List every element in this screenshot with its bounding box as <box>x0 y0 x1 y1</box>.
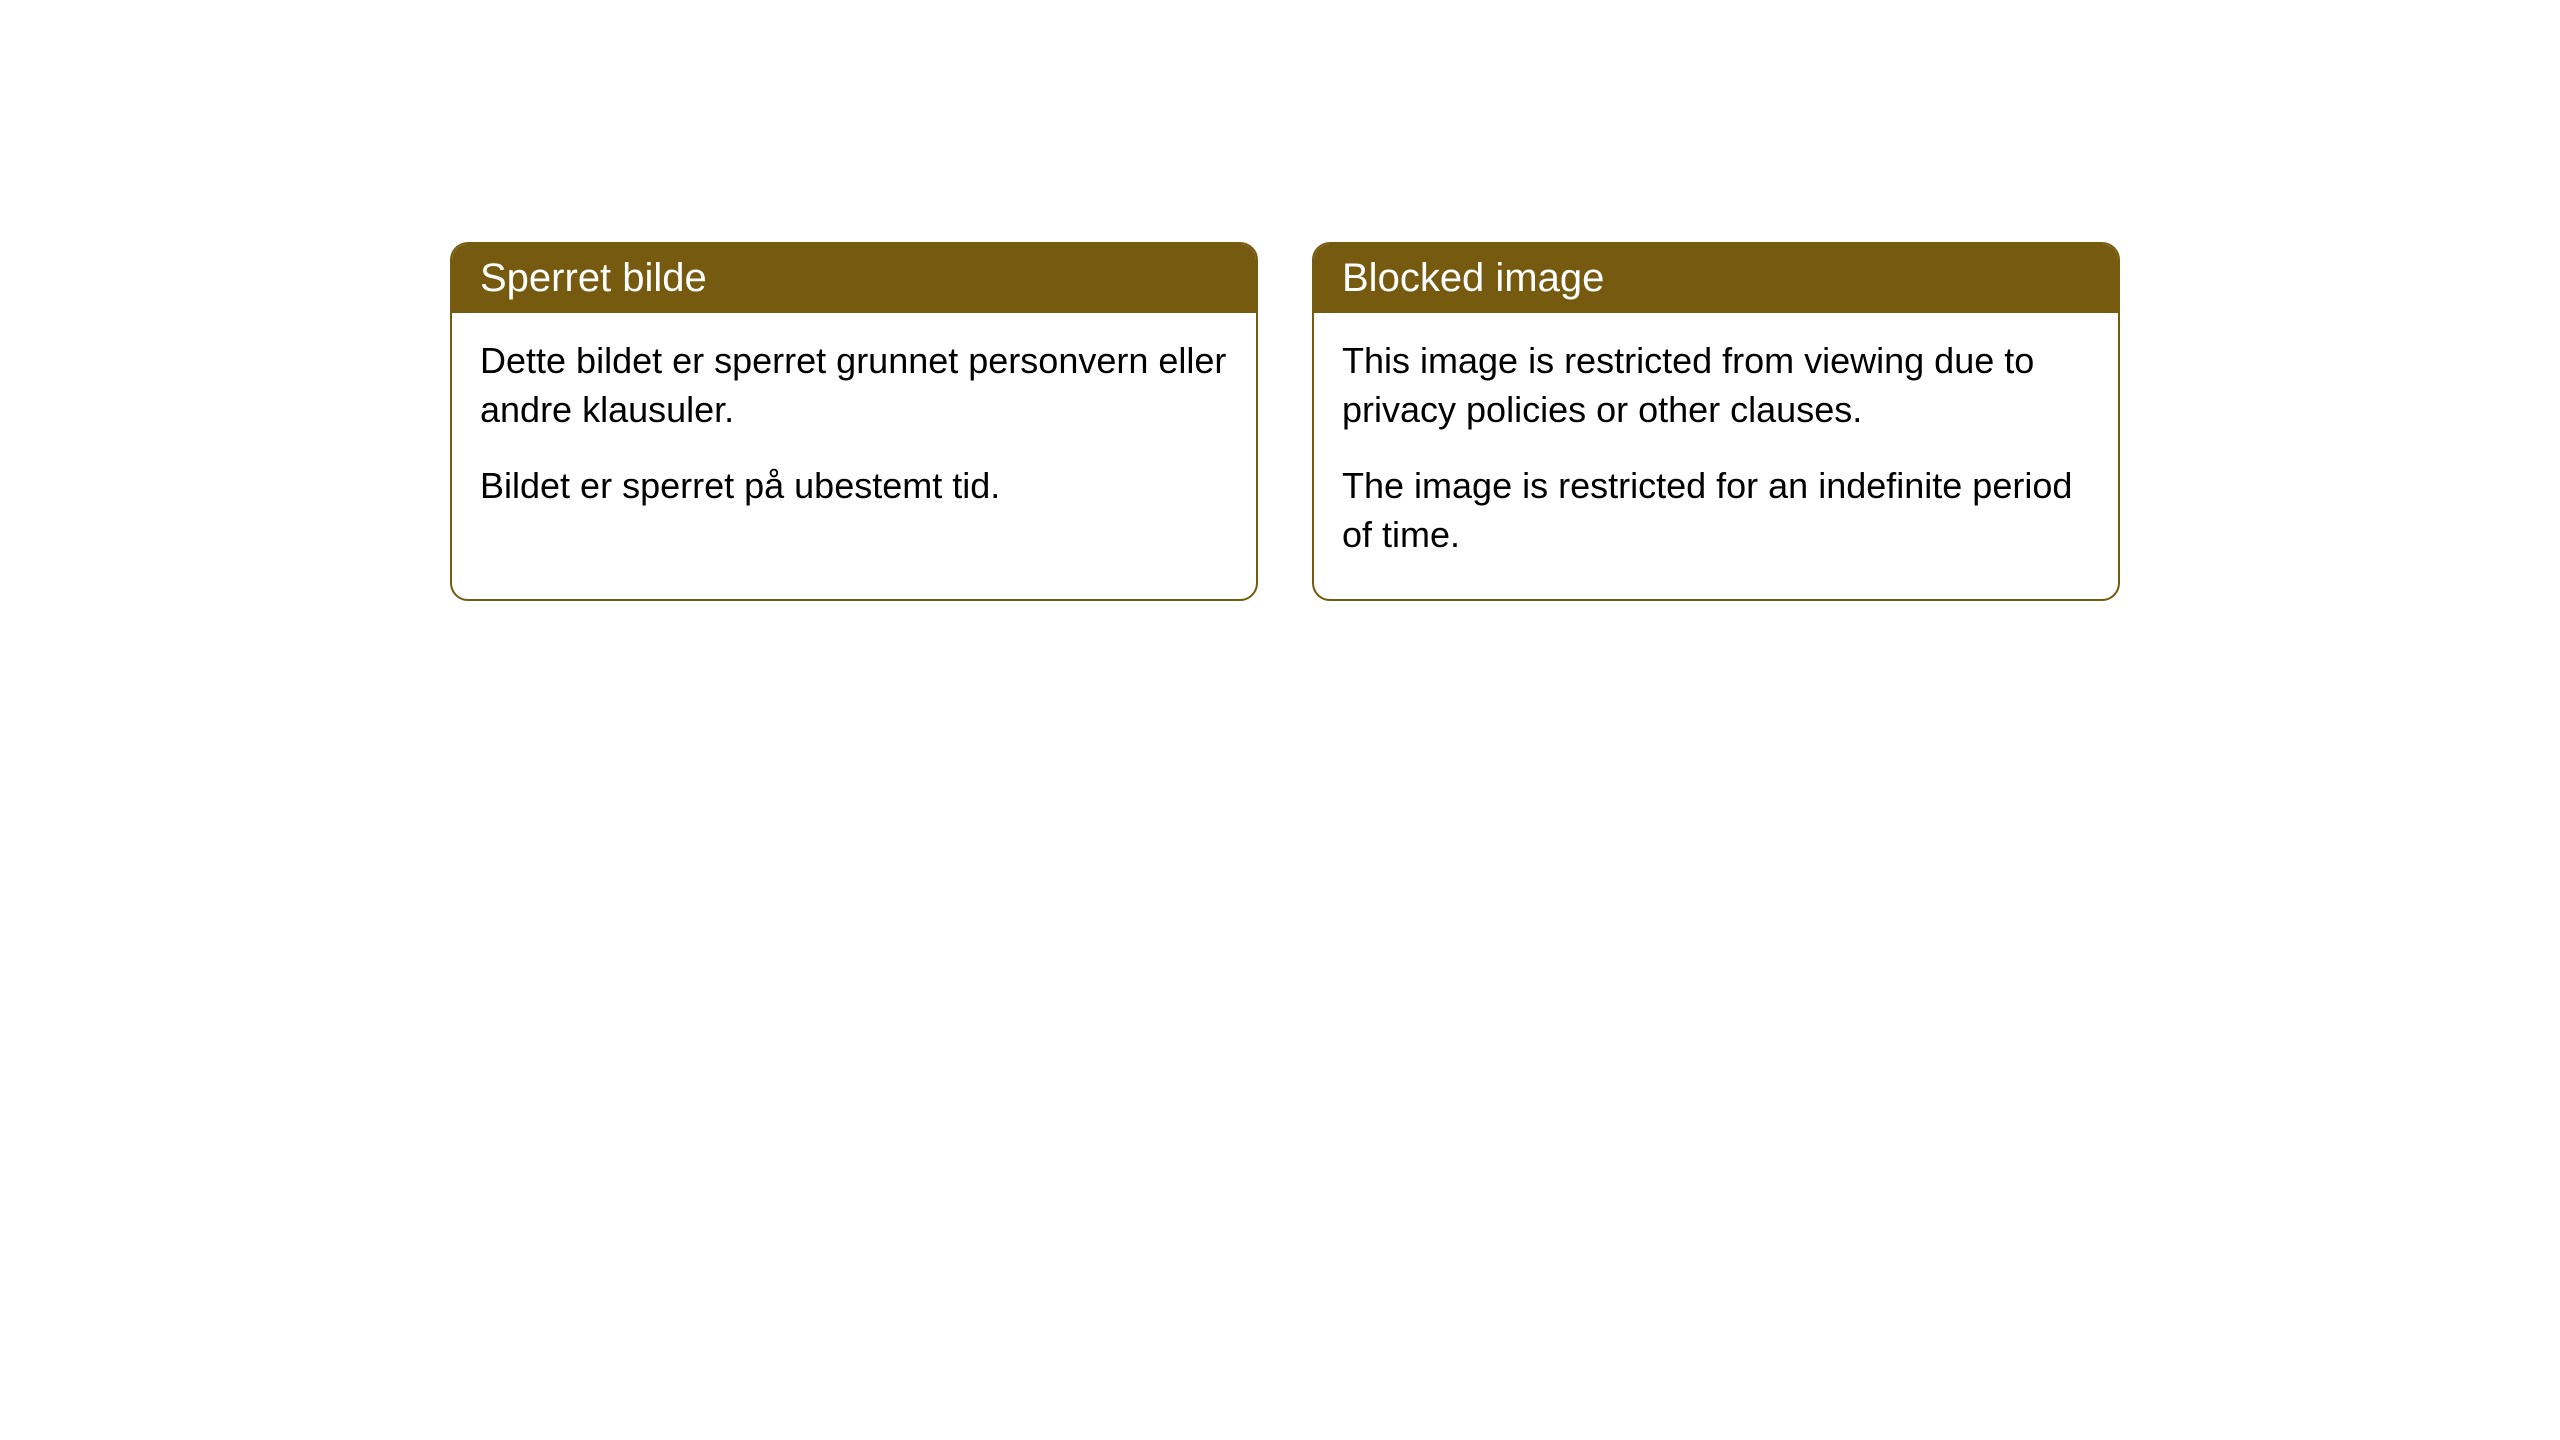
card-header: Blocked image <box>1314 244 2118 313</box>
card-paragraph: The image is restricted for an indefinit… <box>1342 462 2090 559</box>
card-paragraph: This image is restricted from viewing du… <box>1342 337 2090 434</box>
card-paragraph: Bildet er sperret på ubestemt tid. <box>480 462 1228 511</box>
card-paragraph: Dette bildet er sperret grunnet personve… <box>480 337 1228 434</box>
notice-cards-container: Sperret bilde Dette bildet er sperret gr… <box>450 242 2120 601</box>
notice-card-norwegian: Sperret bilde Dette bildet er sperret gr… <box>450 242 1258 601</box>
card-body: This image is restricted from viewing du… <box>1314 313 2118 599</box>
card-header: Sperret bilde <box>452 244 1256 313</box>
card-body: Dette bildet er sperret grunnet personve… <box>452 313 1256 551</box>
card-title: Blocked image <box>1342 256 1604 300</box>
card-title: Sperret bilde <box>480 256 707 300</box>
notice-card-english: Blocked image This image is restricted f… <box>1312 242 2120 601</box>
